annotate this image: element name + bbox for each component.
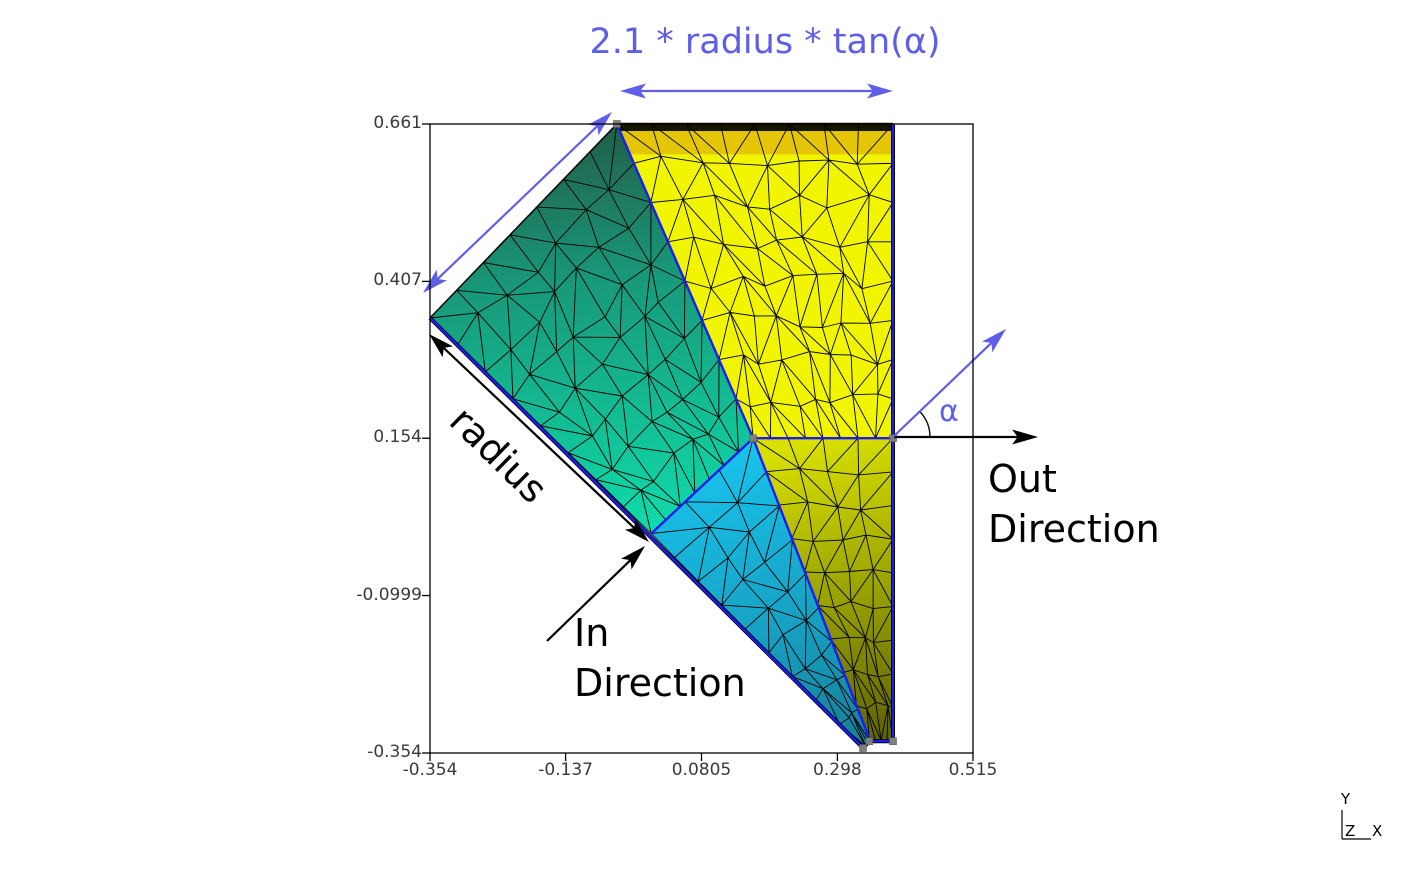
vertex-marker (859, 744, 867, 752)
mesh-boundary-edge (429, 123, 618, 319)
mesh-boundary-edge (615, 123, 755, 439)
triad-z-label: Z (1345, 822, 1356, 840)
vertex-marker (749, 434, 757, 442)
edge-span-arrow-head (423, 269, 447, 293)
gold-row-strip (619, 131, 893, 155)
vertex-marker (865, 737, 874, 745)
in-direction-line1: In (574, 611, 610, 655)
alpha-angle-arc (919, 410, 931, 438)
mesh-boundary-edge (751, 437, 873, 744)
x-tick-label: -0.354 (402, 760, 458, 780)
triad-x-label: X (1372, 822, 1383, 840)
y-tick-label: 0.407 (373, 270, 422, 291)
out-direction-line1: Out (988, 457, 1057, 501)
teal-face (430, 124, 754, 534)
y-tick-label: 0.154 (373, 427, 422, 448)
in-direction-label: In Direction (574, 608, 746, 708)
x-tick-label: 0.515 (948, 760, 998, 780)
x-tick-label: 0.298 (813, 760, 862, 780)
y-tick-label: -0.354 (367, 742, 422, 762)
vertex-marker (889, 434, 897, 442)
in-direction-arrow (546, 557, 633, 642)
in-direction-arrow-head (621, 546, 645, 570)
edge-span-arrow (435, 123, 600, 282)
radius-arrow-head (624, 518, 649, 542)
y-tick-label: 0.661 (373, 113, 422, 133)
alpha-arrow (892, 340, 994, 438)
vertex-marker (889, 737, 897, 745)
triad-y-label: Y (1341, 790, 1351, 808)
formula-span-arrow-head (867, 83, 893, 99)
out-direction-label: Out Direction (988, 454, 1160, 554)
figure-title: 2.1 * radius * tan(α) (589, 22, 941, 62)
mesh-boundary-edge (429, 317, 864, 749)
out-direction-arrow-head (1012, 429, 1038, 445)
y-tick-label: -0.0999 (356, 584, 422, 605)
alpha-arrow-head (982, 329, 1006, 353)
x-tick-label: -0.137 (538, 760, 593, 780)
x-tick-label: 0.0805 (671, 760, 732, 780)
out-direction-line2: Direction (988, 507, 1160, 551)
formula-span-arrow-head (620, 83, 646, 99)
alpha-angle-label: α (939, 394, 959, 429)
cyan-face (651, 438, 872, 748)
mesh-boundary-edge (650, 437, 754, 535)
radius-arrow (441, 345, 637, 531)
radius-arrow-head (429, 334, 454, 358)
in-direction-line2: Direction (574, 661, 746, 705)
